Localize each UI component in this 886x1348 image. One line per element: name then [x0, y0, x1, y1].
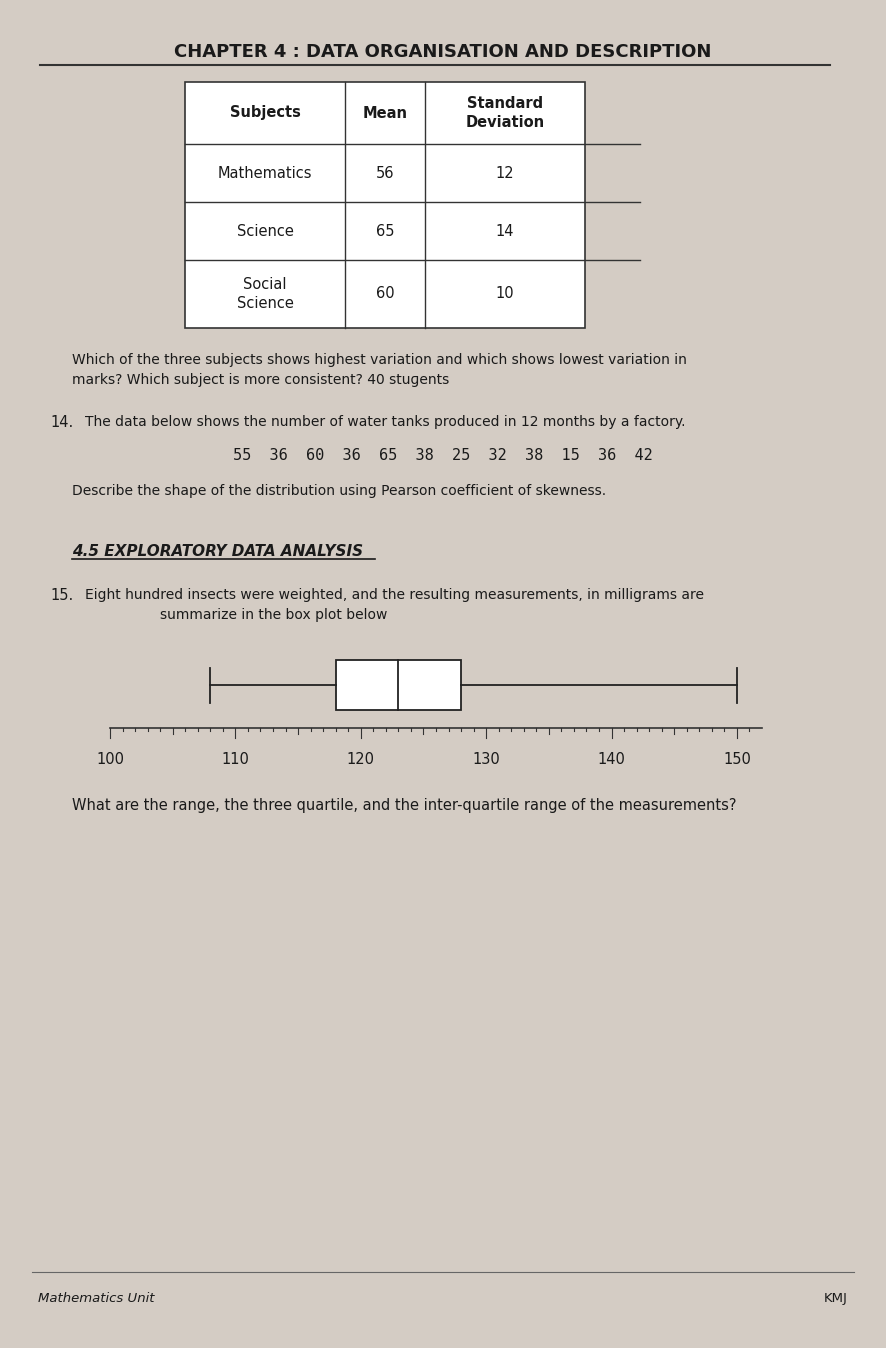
Text: Subjects: Subjects — [229, 105, 300, 120]
Text: 100: 100 — [96, 752, 124, 767]
Text: 4.5 EXPLORATORY DATA ANALYSIS: 4.5 EXPLORATORY DATA ANALYSIS — [72, 545, 363, 559]
Text: Mathematics Unit: Mathematics Unit — [38, 1291, 154, 1305]
Bar — [185, 82, 585, 328]
Text: 55  36  60  36  65  38  25  32  38  15  36  42: 55 36 60 36 65 38 25 32 38 15 36 42 — [233, 448, 653, 462]
Text: 15.: 15. — [50, 588, 74, 603]
Text: marks? Which subject is more consistent? 40 stuɡents: marks? Which subject is more consistent?… — [72, 373, 449, 387]
Text: 110: 110 — [222, 752, 249, 767]
Text: Mathematics: Mathematics — [218, 166, 312, 181]
Text: summarize in the box plot below: summarize in the box plot below — [160, 608, 387, 621]
Text: 10: 10 — [495, 287, 514, 302]
Text: 65: 65 — [376, 224, 394, 239]
Text: 14.: 14. — [50, 415, 74, 430]
Text: 56: 56 — [376, 166, 394, 181]
Text: 120: 120 — [346, 752, 375, 767]
Text: 12: 12 — [495, 166, 514, 181]
Text: 14: 14 — [496, 224, 514, 239]
Text: Which of the three subjects shows highest variation and which shows lowest varia: Which of the three subjects shows highes… — [72, 353, 687, 367]
Text: Social
Science: Social Science — [237, 276, 293, 311]
Text: CHAPTER 4 : DATA ORGANISATION AND DESCRIPTION: CHAPTER 4 : DATA ORGANISATION AND DESCRI… — [175, 43, 711, 61]
Text: Mean: Mean — [362, 105, 408, 120]
Text: 60: 60 — [376, 287, 394, 302]
Text: 150: 150 — [723, 752, 750, 767]
Text: 130: 130 — [472, 752, 500, 767]
Text: Standard
Deviation: Standard Deviation — [465, 96, 545, 131]
Text: KMJ: KMJ — [824, 1291, 848, 1305]
Text: Science: Science — [237, 224, 293, 239]
Text: Eight hundred insects were weighted, and the resulting measurements, in milligra: Eight hundred insects were weighted, and… — [85, 588, 704, 603]
Text: What are the range, the three quartile, and the inter-quartile range of the meas: What are the range, the three quartile, … — [72, 798, 736, 813]
Text: 140: 140 — [597, 752, 626, 767]
Text: The data below shows the number of water tanks produced in 12 months by a factor: The data below shows the number of water… — [85, 415, 686, 429]
Bar — [336, 661, 461, 710]
Text: Describe the shape of the distribution using Pearson coefficient of skewness.: Describe the shape of the distribution u… — [72, 484, 606, 497]
